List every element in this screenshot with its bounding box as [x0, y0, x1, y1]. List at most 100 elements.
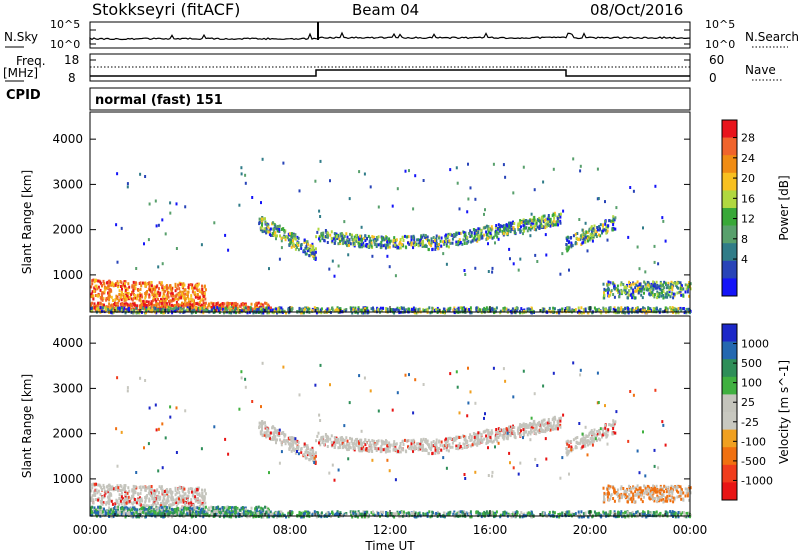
echo-cell: [120, 298, 123, 302]
echo-cell: [608, 294, 610, 298]
echo-cell: [371, 439, 374, 443]
echo-cell: [318, 439, 321, 443]
echo-cell: [294, 243, 297, 247]
echo-cell: [369, 447, 372, 450]
echo-cell: [362, 445, 365, 449]
echo-cell: [326, 231, 329, 235]
echo-cell: [588, 229, 591, 233]
echo-cell: [388, 245, 391, 249]
echo-cell: [254, 507, 257, 511]
echo-cell: [483, 212, 485, 216]
echo-cell: [166, 501, 169, 505]
echo-cell: [268, 508, 270, 512]
echo-cell: [509, 425, 512, 429]
echo-cell: [307, 306, 310, 310]
echo-cell: [355, 438, 358, 441]
echo-cell: [101, 507, 104, 511]
echo-cell: [519, 219, 522, 223]
echo-cell: [397, 245, 400, 249]
echo-cell: [338, 237, 341, 241]
echo-cell: [524, 221, 527, 225]
echo-cell: [659, 308, 662, 312]
echo-cell: [297, 244, 300, 247]
echo-cell: [552, 219, 555, 223]
echo-cell: [334, 308, 337, 312]
echo-cell: [307, 246, 310, 250]
echo-cell: [558, 311, 561, 315]
echo-cell: [128, 489, 131, 493]
echo-cell: [175, 307, 178, 311]
echo-cell: [412, 207, 415, 211]
echo-cell: [434, 451, 437, 455]
echo-cell: [118, 306, 121, 310]
echo-cell: [272, 229, 275, 233]
echo-cell: [198, 494, 201, 497]
echo-cell: [648, 307, 651, 311]
echo-cell: [457, 447, 460, 451]
echo-cell: [147, 508, 150, 512]
echo-cell: [93, 289, 96, 293]
echo-cell: [339, 234, 342, 238]
echo-cell: [120, 285, 122, 288]
echo-cell: [439, 443, 442, 447]
echo-cell: [100, 309, 103, 313]
echo-cell: [559, 215, 562, 219]
echo-cell: [519, 229, 522, 233]
echo-cell: [150, 302, 153, 306]
echo-cell: [640, 308, 643, 312]
echo-cell: [324, 439, 327, 442]
echo-cell: [103, 507, 105, 511]
echo-cell: [435, 234, 438, 238]
echo-cell: [123, 284, 126, 288]
echo-cell: [485, 237, 488, 241]
echo-cell: [292, 237, 295, 241]
echo-cell: [381, 440, 384, 444]
echo-cell: [400, 243, 403, 246]
nsky-panel: [89, 21, 691, 49]
echo-cell: [179, 306, 182, 310]
echo-cell: [666, 295, 669, 299]
echo-cell: [511, 309, 514, 313]
echo-cell: [410, 447, 413, 451]
echo-cell: [530, 311, 533, 315]
echo-cell: [617, 306, 620, 310]
echo-cell: [155, 498, 158, 502]
echo-cell: [662, 219, 665, 223]
echo-cell: [300, 311, 303, 315]
echo-cell: [447, 234, 450, 238]
echo-cell: [512, 424, 514, 428]
echo-cell: [682, 294, 685, 298]
echo-cell: [413, 238, 416, 242]
echo-cell: [669, 295, 672, 299]
echo-cell: [413, 243, 416, 247]
echo-cell: [217, 307, 220, 311]
echo-cell: [264, 424, 267, 428]
echo-cell: [99, 505, 102, 509]
echo-cell: [552, 223, 555, 227]
echo-cell: [258, 509, 261, 513]
echo-cell: [650, 291, 653, 295]
echo-cell: [358, 242, 361, 246]
echo-cell: [634, 286, 637, 290]
echo-cell: [195, 302, 198, 305]
echo-cell: [364, 438, 367, 442]
echo-cell: [595, 235, 598, 238]
echo-cell: [637, 291, 640, 295]
echo-cell: [581, 241, 584, 245]
echo-cell: [364, 309, 367, 313]
echo-cell: [122, 293, 124, 297]
echo-cell: [261, 303, 264, 307]
echo-cell: [282, 161, 285, 165]
echo-cell: [367, 448, 370, 452]
echo-cell: [527, 221, 530, 225]
echo-cell: [425, 308, 428, 312]
echo-cell: [410, 439, 413, 443]
echo-cell: [137, 289, 140, 293]
echo-cell: [321, 234, 324, 237]
echo-cell: [582, 237, 585, 241]
echo-cell: [101, 306, 104, 310]
echo-cell: [538, 431, 541, 434]
echo-cell: [613, 218, 616, 222]
echo-cell: [469, 186, 472, 190]
echo-cell: [104, 306, 107, 310]
